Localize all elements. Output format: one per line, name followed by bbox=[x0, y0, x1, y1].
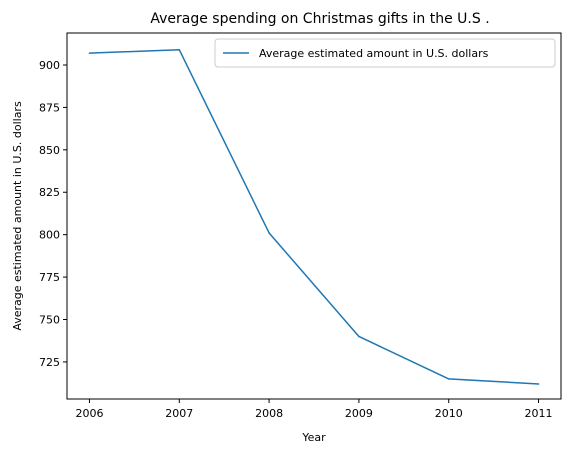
y-tick-label: 900 bbox=[39, 59, 60, 72]
y-axis-label: Average estimated amount in U.S. dollars bbox=[11, 101, 24, 331]
y-tick-label: 725 bbox=[39, 356, 60, 369]
data-point bbox=[178, 48, 181, 51]
data-point bbox=[268, 232, 270, 234]
y-tick-label: 825 bbox=[39, 186, 60, 199]
data-point bbox=[447, 378, 450, 380]
legend-box bbox=[214, 38, 556, 68]
x-tick-label: 2007 bbox=[165, 407, 193, 420]
data-point bbox=[358, 335, 360, 338]
x-axis-label: Year bbox=[301, 431, 326, 444]
y-tick-label: 775 bbox=[39, 271, 60, 284]
y-tick-label: 750 bbox=[39, 314, 60, 327]
y-axis: 725 750 775 800 825 850 875 900 bbox=[39, 59, 67, 369]
x-tick-label: 2006 bbox=[75, 407, 103, 420]
series-line bbox=[89, 48, 539, 385]
data-point bbox=[537, 383, 540, 385]
data-point bbox=[88, 52, 91, 54]
series-layer bbox=[88, 48, 540, 385]
plot-frame bbox=[66, 32, 562, 400]
x-tick-label: 2010 bbox=[435, 407, 463, 420]
x-axis: 2006 2007 2008 2009 2010 2011 bbox=[75, 399, 553, 420]
plot-area bbox=[66, 32, 562, 400]
x-tick-label: 2008 bbox=[255, 407, 283, 420]
chart-title: Average spending on Christmas gifts in t… bbox=[150, 11, 489, 27]
x-tick-label: 2011 bbox=[525, 407, 553, 420]
y-tick-label: 850 bbox=[39, 144, 60, 157]
legend-label: Average estimated amount in U.S. dollars bbox=[259, 47, 489, 60]
legend: Average estimated amount in U.S. dollars bbox=[214, 38, 556, 68]
y-tick-label: 800 bbox=[39, 229, 60, 242]
y-tick-label: 875 bbox=[39, 101, 60, 114]
x-tick-label: 2009 bbox=[345, 407, 373, 420]
